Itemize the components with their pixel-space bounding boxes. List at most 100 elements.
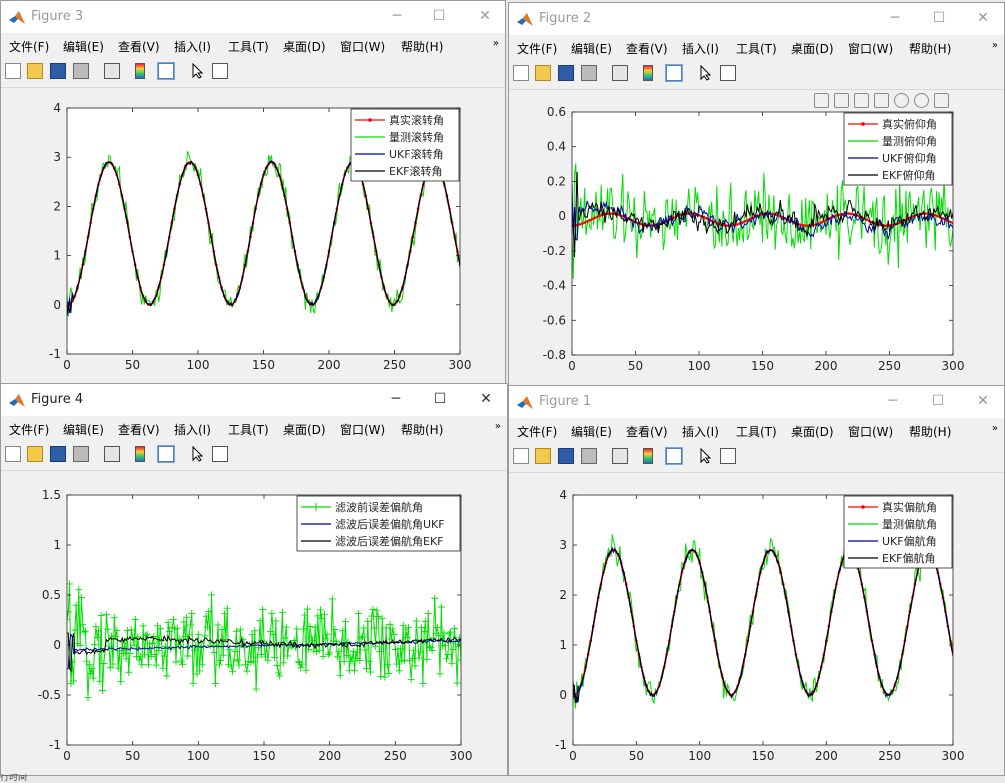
close-button[interactable]: ✕ [480, 391, 492, 407]
open-folder-icon[interactable] [27, 63, 43, 79]
menu-item-4[interactable]: 工具(T) [736, 425, 777, 439]
menu-item-2[interactable]: 查看(V) [118, 423, 160, 437]
menu-item-1[interactable]: 编辑(E) [63, 423, 104, 437]
menu-item-4[interactable]: 工具(T) [736, 42, 777, 56]
save-icon[interactable] [558, 65, 574, 81]
menu-item-1[interactable]: 编辑(E) [571, 42, 612, 56]
menu-overflow-icon[interactable]: » [492, 38, 499, 49]
title-bar[interactable]: Figure 2 ─ ☐ ✕ [509, 3, 1004, 35]
minimize-button[interactable]: ─ [890, 10, 900, 26]
property-inspector-icon[interactable] [720, 65, 736, 81]
property-inspector-icon[interactable] [212, 446, 228, 462]
close-button[interactable]: ✕ [977, 10, 989, 26]
colorbar-icon[interactable] [135, 63, 145, 79]
link-icon[interactable] [104, 446, 120, 462]
open-folder-icon[interactable] [535, 65, 551, 81]
colorbar-icon[interactable] [643, 448, 653, 464]
yaw-error-chart[interactable]: 0 50 100 150 200 250 300 -1 -0.5 0 0.5 1 1.5 滤波前误差偏航角… [1, 471, 508, 776]
menu-item-2[interactable]: 查看(V) [118, 40, 160, 54]
menu-item-1[interactable]: 编辑(E) [63, 40, 104, 54]
menu-item-1[interactable]: 编辑(E) [571, 425, 612, 439]
menu-item-0[interactable]: 文件(F) [9, 423, 50, 437]
link-icon[interactable] [612, 65, 628, 81]
colorbar-icon[interactable] [643, 65, 653, 81]
pointer-icon[interactable] [190, 62, 206, 79]
menu-item-6[interactable]: 窗口(W) [848, 425, 894, 439]
home-icon[interactable] [934, 93, 949, 108]
print-icon[interactable] [73, 63, 89, 79]
menu-item-3[interactable]: 插入(I) [682, 425, 719, 439]
maximize-button[interactable]: ☐ [932, 10, 946, 26]
maximize-button[interactable]: ☐ [432, 8, 446, 24]
new-file-icon[interactable] [5, 446, 21, 462]
menu-item-5[interactable]: 桌面(D) [283, 423, 326, 437]
minimize-button[interactable]: ─ [391, 391, 401, 407]
menu-item-7[interactable]: 帮助(H) [401, 423, 444, 437]
legend-icon[interactable] [665, 447, 683, 465]
menu-item-4[interactable]: 工具(T) [228, 423, 269, 437]
save-icon[interactable] [558, 448, 574, 464]
menu-item-0[interactable]: 文件(F) [517, 42, 558, 56]
close-button[interactable]: ✕ [977, 393, 989, 409]
link-icon[interactable] [612, 448, 628, 464]
maximize-button[interactable]: ☐ [433, 391, 447, 407]
menu-item-0[interactable]: 文件(F) [517, 425, 558, 439]
rotate-icon[interactable] [854, 93, 869, 108]
menu-item-7[interactable]: 帮助(H) [909, 425, 952, 439]
print-icon[interactable] [581, 448, 597, 464]
data-tips-icon[interactable] [834, 93, 849, 108]
colorbar-icon[interactable] [135, 446, 145, 462]
menu-item-3[interactable]: 插入(I) [174, 40, 211, 54]
new-file-icon[interactable] [5, 63, 21, 79]
save-icon[interactable] [50, 63, 66, 79]
menu-overflow-icon[interactable]: » [991, 40, 998, 51]
menu-item-6[interactable]: 窗口(W) [848, 42, 894, 56]
minimize-button[interactable]: ─ [888, 393, 898, 409]
pan-hand-icon[interactable] [874, 93, 889, 108]
pointer-icon[interactable] [698, 64, 714, 81]
pointer-icon[interactable] [190, 445, 206, 462]
zoom-in-icon[interactable] [894, 93, 909, 108]
legend-icon[interactable] [157, 445, 175, 463]
save-icon[interactable] [50, 446, 66, 462]
pointer-icon[interactable] [698, 447, 714, 464]
print-icon[interactable] [581, 65, 597, 81]
figure-2-window[interactable]: Figure 2 ─ ☐ ✕ 文件(F) 编辑(E) 查看(V) 插入(I) 工具(T)… [508, 2, 1005, 386]
menu-item-7[interactable]: 帮助(H) [401, 40, 444, 54]
menu-item-4[interactable]: 工具(T) [228, 40, 269, 54]
legend-icon[interactable] [157, 62, 175, 80]
figure-3-window[interactable]: Figure 3 ─ ☐ ✕ 文件(F) 编辑(E) 查看(V) 插入(I) 工具(T)… [0, 0, 506, 386]
menu-item-6[interactable]: 窗口(W) [340, 40, 386, 54]
zoom-out-icon[interactable] [914, 93, 929, 108]
maximize-button[interactable]: ☐ [931, 393, 945, 409]
open-folder-icon[interactable] [27, 446, 43, 462]
menu-item-2[interactable]: 查看(V) [626, 42, 668, 56]
brush-icon[interactable] [814, 93, 829, 108]
menu-item-7[interactable]: 帮助(H) [909, 42, 952, 56]
figure-4-window[interactable]: Figure 4 ─ ☐ ✕ 文件(F) 编辑(E) 查看(V) 插入(I) 工具(T)… [0, 383, 508, 776]
new-file-icon[interactable] [513, 65, 529, 81]
yaw-angle-chart[interactable]: 0 50 100 150 200 250 300-101234真实偏航角量测偏航角UKF偏航… [509, 473, 1005, 776]
menu-overflow-icon[interactable]: » [494, 421, 501, 432]
pitch-angle-chart[interactable]: 0 50 100 150 200 250 300 -0.8 -0.6 -0.4 -0.2 0 0.2 0.… [509, 90, 1005, 386]
menu-item-5[interactable]: 桌面(D) [283, 40, 326, 54]
new-file-icon[interactable] [513, 448, 529, 464]
open-folder-icon[interactable] [535, 448, 551, 464]
menu-overflow-icon[interactable]: » [991, 423, 998, 434]
menu-item-3[interactable]: 插入(I) [174, 423, 211, 437]
menu-item-5[interactable]: 桌面(D) [791, 425, 834, 439]
menu-item-5[interactable]: 桌面(D) [791, 42, 834, 56]
menu-item-0[interactable]: 文件(F) [9, 40, 50, 54]
menu-item-3[interactable]: 插入(I) [682, 42, 719, 56]
print-icon[interactable] [73, 446, 89, 462]
menu-item-6[interactable]: 窗口(W) [340, 423, 386, 437]
property-inspector-icon[interactable] [720, 448, 736, 464]
figure-1-window[interactable]: Figure 1 ─ ☐ ✕ 文件(F) 编辑(E) 查看(V) 插入(I) 工具(T)… [508, 385, 1005, 776]
minimize-button[interactable]: ─ [392, 8, 402, 24]
title-bar[interactable]: Figure 3 ─ ☐ ✕ [1, 1, 505, 33]
property-inspector-icon[interactable] [212, 63, 228, 79]
